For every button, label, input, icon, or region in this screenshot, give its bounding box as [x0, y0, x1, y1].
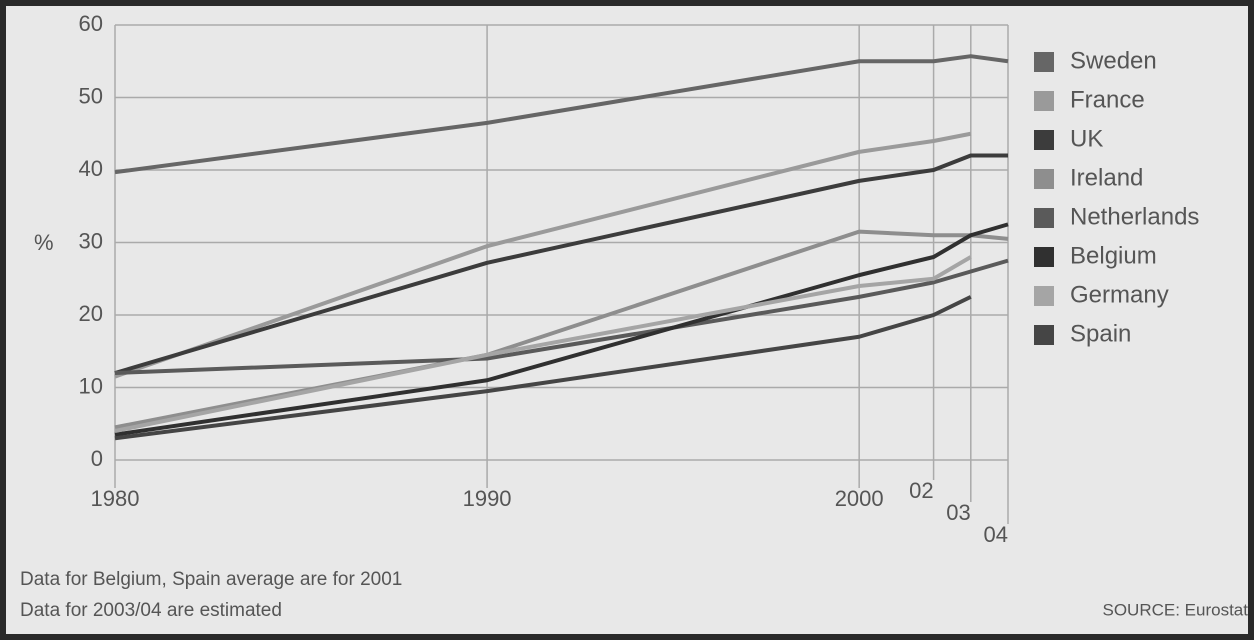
x-tick-label: 04	[984, 522, 1008, 547]
x-tick-label: 03	[946, 500, 970, 525]
y-axis-label: %	[34, 230, 54, 255]
y-tick-label: 10	[79, 373, 103, 398]
legend-swatch	[1034, 130, 1054, 150]
legend-swatch	[1034, 325, 1054, 345]
line	[114, 255, 972, 433]
note: Data for 2003/04 are estimated	[20, 600, 282, 621]
source: SOURCE: Eurostat	[1103, 600, 1249, 619]
legend-swatch	[1034, 208, 1054, 228]
y-tick-label: 0	[91, 446, 103, 471]
legend-swatch	[1034, 169, 1054, 189]
legend-label: Netherlands	[1070, 203, 1199, 230]
legend-swatch	[1034, 247, 1054, 267]
note: Data for Belgium, Spain average are for …	[20, 569, 402, 590]
y-tick-label: 30	[79, 228, 103, 253]
y-tick-label: 40	[79, 156, 103, 181]
legend-label: UK	[1070, 125, 1103, 152]
legend-label: France	[1070, 86, 1145, 113]
legend-label: Sweden	[1070, 47, 1157, 74]
line	[114, 153, 1008, 375]
legend-label: Germany	[1070, 281, 1169, 308]
line	[114, 295, 972, 441]
y-tick-label: 60	[79, 11, 103, 36]
x-tick-label: 1980	[91, 486, 140, 511]
line	[114, 258, 1009, 375]
x-tick-label: 2000	[835, 486, 884, 511]
y-tick-label: 20	[79, 301, 103, 326]
legend-swatch	[1034, 286, 1054, 306]
legend-label: Spain	[1070, 320, 1131, 347]
legend-swatch	[1034, 91, 1054, 111]
legend-label: Ireland	[1070, 164, 1143, 191]
legend-label: Belgium	[1070, 242, 1157, 269]
line	[114, 131, 972, 379]
line	[114, 222, 1009, 437]
y-tick-label: 50	[79, 83, 103, 108]
x-tick-label: 1990	[463, 486, 512, 511]
line	[114, 54, 1009, 175]
x-tick-label: 02	[909, 478, 933, 503]
legend-swatch	[1034, 52, 1054, 72]
